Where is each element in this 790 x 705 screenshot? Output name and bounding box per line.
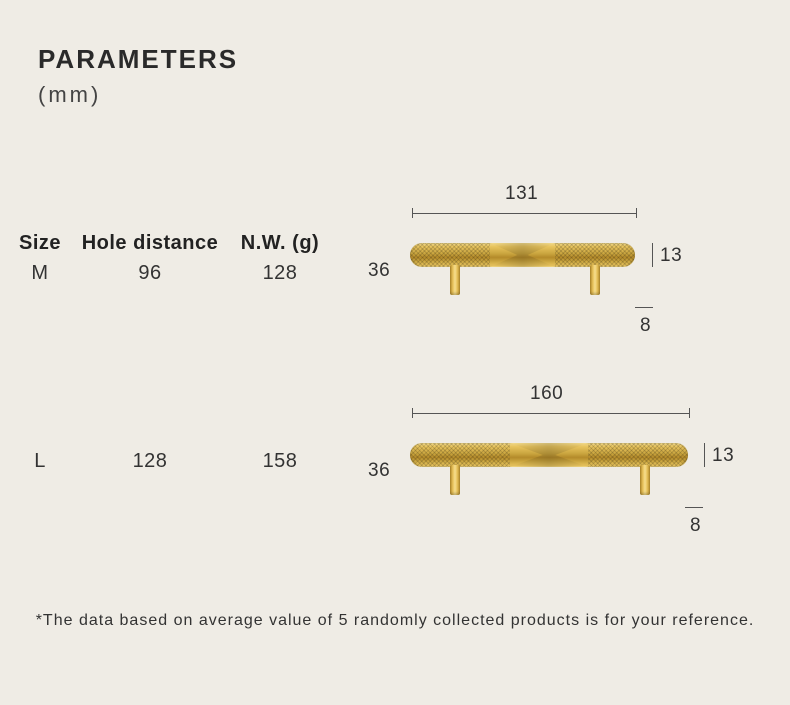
knurl-texture <box>588 443 688 467</box>
col-size-header: Size <box>10 232 70 255</box>
dim-height-label: 36 <box>368 260 390 282</box>
dim-rule <box>412 213 637 214</box>
knurl-texture <box>410 243 490 267</box>
dim-tick <box>412 408 413 418</box>
dim-rule <box>412 413 690 414</box>
dim-tick <box>689 408 690 418</box>
table-cell: M <box>10 262 70 285</box>
dim-length-label: 160 <box>530 383 563 405</box>
knurl-texture <box>555 243 635 267</box>
dim-length-label: 131 <box>505 183 538 205</box>
col-hole-header: Hole distance <box>75 232 225 255</box>
page-title: PARAMETERS <box>38 44 238 75</box>
unit-label: (mm) <box>38 82 101 108</box>
handle-post <box>450 465 460 495</box>
table-cell: 128 <box>230 262 330 285</box>
handle-post <box>590 265 600 295</box>
dimension-diagram-m: 131 36 13 8 <box>370 185 770 345</box>
dim-tick <box>412 208 413 218</box>
dim-tick <box>704 443 705 467</box>
handle-post <box>450 265 460 295</box>
table-cell: 158 <box>230 450 330 473</box>
dim-rule <box>635 307 653 308</box>
dimension-diagram-l: 160 36 13 8 <box>370 385 770 545</box>
dim-height-label: 36 <box>368 460 390 482</box>
dim-tick <box>652 243 653 267</box>
table-cell: 128 <box>75 450 225 473</box>
dim-rule <box>685 507 703 508</box>
dim-tick <box>636 208 637 218</box>
table-cell: 96 <box>75 262 225 285</box>
knurl-texture <box>410 443 510 467</box>
col-nw-header: N.W. (g) <box>230 232 330 255</box>
handle-post <box>640 465 650 495</box>
dim-post-label: 8 <box>690 515 701 537</box>
dim-post-label: 8 <box>640 315 651 337</box>
dim-diameter-label: 13 <box>660 245 682 267</box>
table-cell: L <box>10 450 70 473</box>
footnote: *The data based on average value of 5 ra… <box>0 612 790 630</box>
dim-diameter-label: 13 <box>712 445 734 467</box>
